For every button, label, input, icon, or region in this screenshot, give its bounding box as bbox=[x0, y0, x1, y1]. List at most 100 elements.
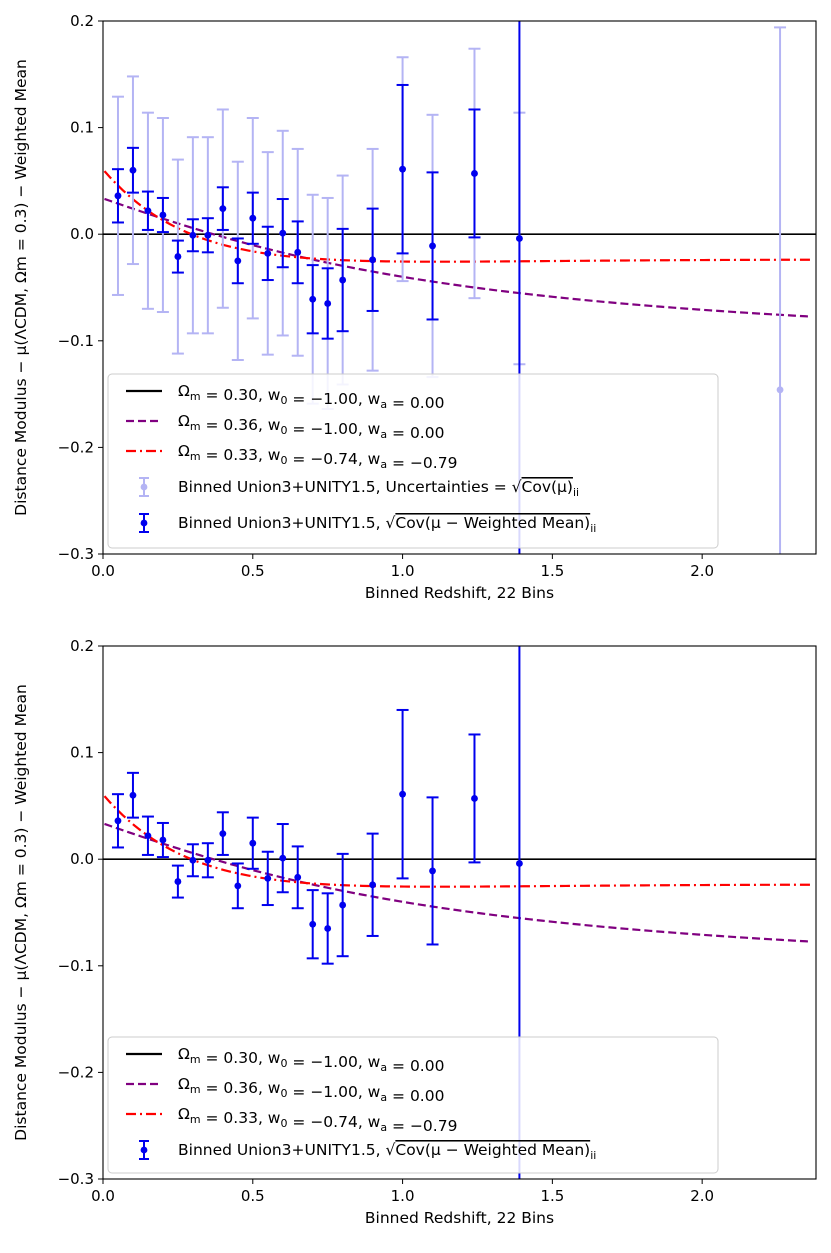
data-point bbox=[159, 836, 167, 844]
data-point bbox=[189, 231, 197, 239]
x-tick-label: 1.0 bbox=[391, 1187, 415, 1205]
legend-series-subscript: ii bbox=[573, 486, 579, 499]
legend-series-cov: Cov(μ − Weighted Mean) bbox=[395, 1141, 590, 1159]
legend-text-part: 0.00 bbox=[410, 424, 445, 442]
data-point bbox=[339, 276, 347, 284]
data-point bbox=[114, 817, 122, 825]
legend-text-part: = bbox=[387, 1087, 410, 1105]
legend-entry: Ωm = 0.36, w0 = −1.00, wa = 0.00 bbox=[178, 412, 444, 442]
data-point bbox=[776, 386, 784, 394]
data-point bbox=[516, 860, 523, 867]
data-point bbox=[129, 166, 137, 174]
x-tick-label: 1.0 bbox=[391, 562, 415, 580]
legend-text-part: , w bbox=[258, 386, 281, 404]
legend-text-part: , w bbox=[258, 1079, 281, 1097]
y-tick-label: 0.0 bbox=[70, 850, 94, 868]
data-point bbox=[294, 248, 302, 256]
data-point bbox=[219, 205, 227, 213]
legend-text-part: m bbox=[190, 420, 201, 433]
legend-text-part: a bbox=[380, 458, 387, 471]
data-point bbox=[429, 867, 436, 875]
legend-text-part: Ω bbox=[178, 442, 190, 460]
legend-text-part: , w bbox=[358, 1053, 381, 1071]
legend-text-part: a bbox=[380, 428, 387, 441]
legend-errorbar-point bbox=[140, 519, 148, 527]
legend-series-prefix: Binned Union3+UNITY1.5, bbox=[178, 1141, 385, 1159]
model-curve-omega-0.36 bbox=[104, 197, 812, 318]
data-point bbox=[279, 854, 287, 862]
legend-text-part: = bbox=[201, 446, 224, 464]
legend-text-part: a bbox=[380, 1061, 387, 1074]
legend-text-part: , w bbox=[358, 1113, 381, 1131]
sqrt-symbol: √ bbox=[512, 478, 522, 496]
legend-text-part: −1.00 bbox=[310, 1053, 358, 1071]
data-point bbox=[324, 925, 332, 932]
legend-series-cov: Cov(μ − Weighted Mean) bbox=[395, 514, 590, 532]
legend-series-label: Binned Union3+UNITY1.5, √Cov(μ − Weighte… bbox=[178, 1141, 596, 1162]
legend-text-part: , w bbox=[358, 420, 381, 438]
y-tick-label: −0.3 bbox=[58, 1170, 94, 1188]
legend-text-part: Ω bbox=[178, 1045, 190, 1063]
legend-text-part: 0.36 bbox=[223, 1079, 258, 1097]
data-point bbox=[219, 830, 227, 838]
legend-text-part: Ω bbox=[178, 1105, 190, 1123]
legend-text-part: −0.79 bbox=[410, 454, 458, 472]
legend-entry: Ωm = 0.30, w0 = −1.00, wa = 0.00 bbox=[178, 1045, 444, 1075]
legend-text-part: 0.30 bbox=[223, 1049, 258, 1067]
legend-text-part: = bbox=[201, 1109, 224, 1127]
data-point bbox=[174, 253, 182, 260]
legend-entry: Ωm = 0.33, w0 = −0.74, wa = −0.79 bbox=[178, 1105, 457, 1135]
legend-series-prefix: Binned Union3+UNITY1.5, bbox=[178, 514, 385, 532]
legend-text-part: m bbox=[190, 390, 201, 403]
y-tick-label: −0.3 bbox=[58, 545, 94, 563]
legend-text-part: = bbox=[287, 1083, 310, 1101]
y-axis-label: Distance Modulus − μ(ΛCDM, Ωm = 0.3) − W… bbox=[12, 684, 30, 1141]
legend-text-part: = bbox=[387, 424, 410, 442]
legend-text-part: −0.74 bbox=[310, 1113, 358, 1131]
data-point bbox=[174, 878, 182, 885]
x-tick-label: 1.5 bbox=[540, 562, 564, 580]
legend-text-part: = bbox=[387, 454, 410, 472]
x-tick-label: 2.0 bbox=[690, 562, 714, 580]
legend-text-part: a bbox=[380, 1121, 387, 1134]
legend-text-part: , w bbox=[258, 1109, 281, 1127]
legend-text-part: = bbox=[201, 416, 224, 434]
chart-panel-1: 0.0 0.5 1.0 1.5 2.0 −0.3 −0.2 −0.1 0.0 0.1 0.2 Binn… bbox=[12, 12, 817, 602]
model-curve-omega-0.33 bbox=[103, 795, 812, 888]
legend-text-part: Ω bbox=[178, 412, 190, 430]
legend-text-part: Ω bbox=[178, 382, 190, 400]
data-point bbox=[399, 165, 406, 173]
sqrt-symbol: √ bbox=[385, 1141, 395, 1159]
data-point bbox=[324, 300, 332, 307]
legend-text-part: Ω bbox=[178, 1075, 190, 1093]
y-tick-label: −0.1 bbox=[58, 957, 94, 975]
legend-series-prefix: Binned Union3+UNITY1.5, Uncertainties = bbox=[178, 478, 512, 496]
legend-series-subscript: ii bbox=[590, 522, 596, 535]
y-tick-label: −0.2 bbox=[58, 438, 94, 456]
data-point bbox=[264, 249, 272, 257]
legend-text-part: = bbox=[201, 1049, 224, 1067]
data-point bbox=[309, 920, 317, 928]
data-point bbox=[471, 795, 478, 802]
legend-box bbox=[107, 1036, 719, 1174]
legend-text-part: 0.36 bbox=[223, 416, 258, 434]
data-point bbox=[129, 791, 137, 799]
legend-text-part: , w bbox=[258, 446, 281, 464]
x-tick-label: 0.0 bbox=[91, 1187, 115, 1205]
legend-text-part: 0 bbox=[280, 1087, 287, 1100]
legend-text-part: m bbox=[190, 1053, 201, 1066]
legend-series-cov: Cov(μ) bbox=[522, 478, 573, 496]
data-point bbox=[144, 832, 152, 840]
data-point bbox=[309, 295, 317, 303]
legend-text-part: = bbox=[387, 1117, 410, 1135]
legend-entry: Ωm = 0.30, w0 = −1.00, wa = 0.00 bbox=[178, 382, 444, 412]
data-point bbox=[279, 229, 287, 237]
data-point bbox=[294, 873, 302, 881]
y-axis-label: Distance Modulus − μ(ΛCDM, Ωm = 0.3) − W… bbox=[12, 59, 30, 516]
legend-text-part: −0.74 bbox=[310, 450, 358, 468]
legend-text-part: m bbox=[190, 1083, 201, 1096]
y-tick-label: −0.2 bbox=[58, 1063, 94, 1081]
legend-text-part: −0.79 bbox=[410, 1117, 458, 1135]
legend-entry: Ωm = 0.36, w0 = −1.00, wa = 0.00 bbox=[178, 1075, 444, 1105]
